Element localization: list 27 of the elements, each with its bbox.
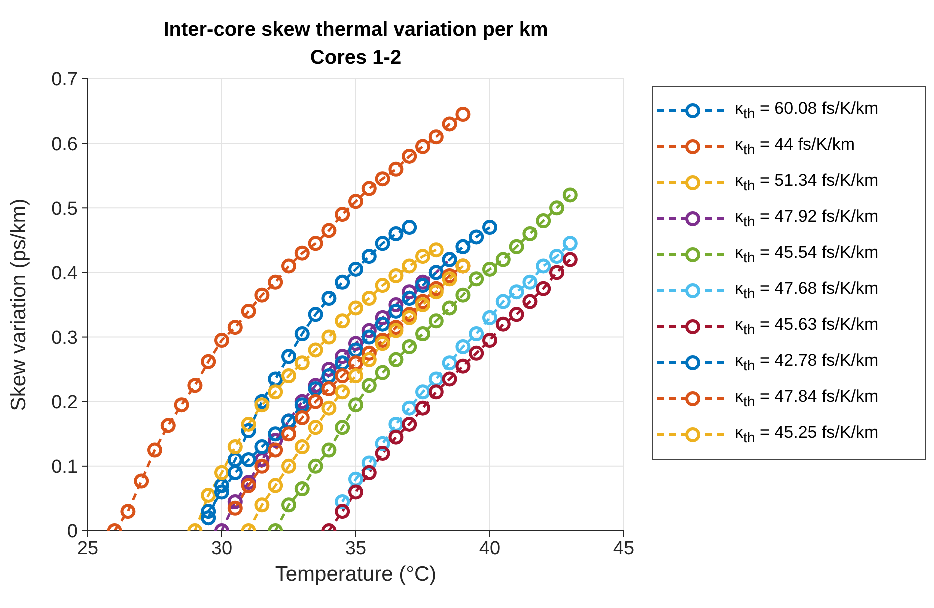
y-tick-label: 0.7 xyxy=(52,70,78,91)
x-tick-label: 35 xyxy=(345,538,367,560)
legend-label: κ$_{th}$ = 44 fs/K/km xyxy=(735,135,855,159)
y-tick-label: 0.6 xyxy=(52,134,78,156)
y-tick-label: 0.5 xyxy=(52,198,78,220)
legend-label: κ$_{th}$ = 42.78 fs/K/km xyxy=(735,351,879,375)
x-axis-title: Temperature (°C) xyxy=(275,563,437,586)
x-tick-label: 40 xyxy=(479,538,501,560)
chart-title: Inter-core skew thermal variation per km xyxy=(162,18,550,43)
legend-label: κ$_{th}$ = 47.68 fs/K/km xyxy=(735,279,879,303)
y-axis-title: Skew variation (ps/km) xyxy=(7,198,30,412)
x-tick-label: 30 xyxy=(211,538,233,560)
y-tick-label: 0.2 xyxy=(52,392,78,414)
legend-label: κ$_{th}$ = 47.84 fs/K/km xyxy=(735,387,879,411)
legend-label: κ$_{th}$ = 45.25 fs/K/km xyxy=(735,423,879,447)
y-tick-label: 0.3 xyxy=(52,328,78,350)
y-tick-label: 0.4 xyxy=(52,263,78,284)
legend-label: κ$_{th}$ = 45.63 fs/K/km xyxy=(735,315,879,339)
x-tick-label: 25 xyxy=(77,538,99,560)
y-tick-label: 0.1 xyxy=(52,457,78,478)
y-tick-label: 0 xyxy=(67,522,78,543)
legend-label: κ$_{th}$ = 60.08 fs/K/km xyxy=(735,99,879,123)
legend-label: κ$_{th}$ = 47.92 fs/K/km xyxy=(735,207,879,231)
legend-label: κ$_{th}$ = 45.54 fs/K/km xyxy=(735,243,879,267)
legend-label: κ$_{th}$ = 51.34 fs/K/km xyxy=(735,171,879,195)
chart-subtitle: Cores 1-2 xyxy=(309,46,403,71)
x-tick-label: 45 xyxy=(613,538,635,560)
